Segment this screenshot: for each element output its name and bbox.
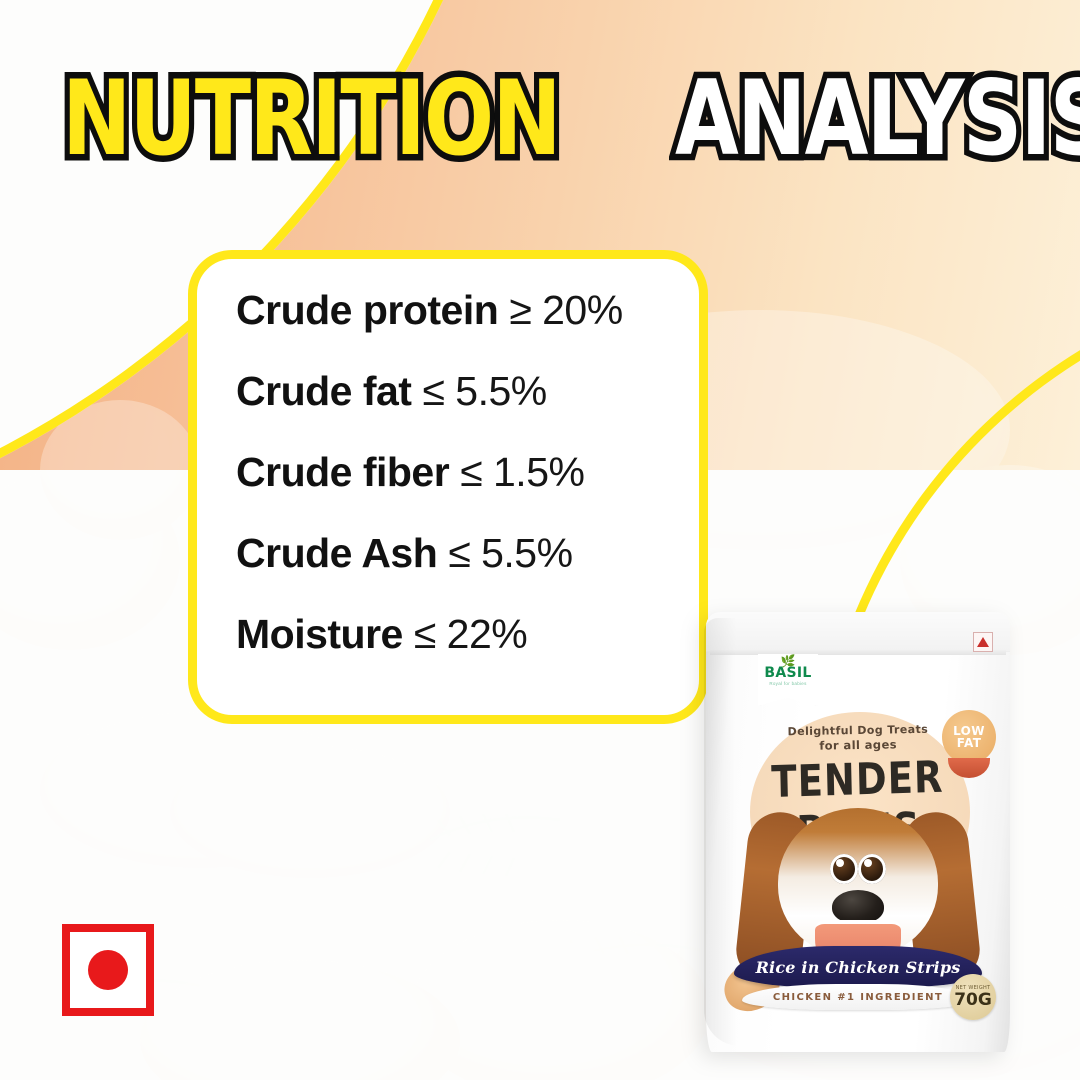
- title-word-analysis: ANALYSIS: [669, 59, 1080, 179]
- nutrient-value: ≥ 20%: [509, 287, 623, 333]
- ingredient-ribbon-text: CHICKEN #1 INGREDIENT: [772, 991, 944, 1003]
- nutrient-label: Crude fiber: [236, 449, 450, 495]
- dog-nose: [832, 890, 884, 924]
- ingredient-ribbon: CHICKEN #1 INGREDIENT: [742, 984, 974, 1010]
- low-fat-badge: LOW FAT: [942, 710, 996, 764]
- product-package: 🌿 BASIL Royal for babies Delightful Dog …: [704, 612, 1010, 1052]
- nutrient-label: Crude Ash: [236, 530, 438, 576]
- nutrition-row-protein: Crude protein ≥ 20%: [236, 290, 708, 331]
- nutrition-card: [188, 250, 708, 724]
- title-word-nutrition: NUTRITION: [57, 59, 567, 179]
- brand-name: BASIL: [764, 665, 812, 681]
- nutrition-row-fat: Crude fat ≤ 5.5%: [236, 371, 708, 412]
- dog-bowl-icon: [948, 758, 990, 778]
- pouch-zipper: [710, 650, 1006, 655]
- nutrient-value: ≤ 5.5%: [448, 530, 573, 576]
- nutrient-value: ≤ 1.5%: [460, 449, 585, 495]
- pouch-top-seal: [706, 612, 1010, 652]
- brand-logo: 🌿 BASIL Royal for babies: [758, 654, 818, 706]
- brand-tagline: Royal for babies: [769, 681, 807, 686]
- nutrient-label: Moisture: [236, 611, 403, 657]
- nutrition-row-moisture: Moisture ≤ 22%: [236, 614, 708, 655]
- low-fat-badge-line1: LOW: [953, 724, 985, 738]
- nutrition-card-content: Crude protein ≥ 20% Crude fat ≤ 5.5% Cru…: [188, 250, 708, 724]
- dog-eye-left: [858, 854, 886, 884]
- nutrition-row-fiber: Crude fiber ≤ 1.5%: [236, 452, 708, 493]
- nutrition-row-ash: Crude Ash ≤ 5.5%: [236, 533, 708, 574]
- dog-head: [778, 808, 938, 982]
- flavour-ribbon-text: Rice in Chicken Strips: [755, 957, 961, 977]
- non-vegetarian-dot: [88, 950, 128, 990]
- nutrient-label: Crude fat: [236, 368, 412, 414]
- dog-eye-right: [830, 854, 858, 884]
- net-weight-value: 70G: [954, 990, 992, 1010]
- page-title: NUTRITION ANALYSIS: [0, 59, 1080, 179]
- nutrient-label: Crude protein: [236, 287, 499, 333]
- low-fat-badge-line2: FAT: [956, 736, 982, 750]
- nutrient-value: ≤ 5.5%: [422, 368, 547, 414]
- flavour-ribbon: Rice in Chicken Strips: [734, 946, 982, 988]
- non-vegetarian-mark-icon: [62, 924, 154, 1016]
- nutrient-value: ≤ 22%: [413, 611, 528, 657]
- net-weight-label: NET WEIGHT: [955, 985, 991, 991]
- leaf-icon: 🌿: [780, 654, 796, 668]
- tear-notch-triangle-icon: [973, 632, 993, 652]
- net-weight-badge: NET WEIGHT 70G: [950, 974, 996, 1020]
